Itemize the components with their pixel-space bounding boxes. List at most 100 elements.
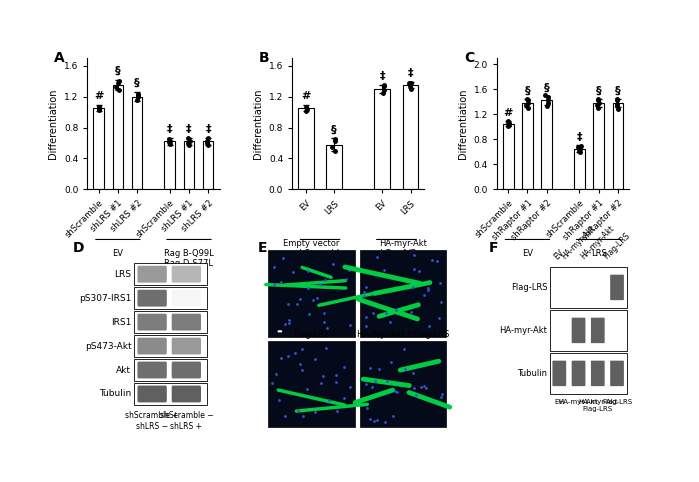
FancyBboxPatch shape [134, 263, 207, 285]
Text: HA-myr-Akt: HA-myr-Akt [499, 326, 547, 335]
Bar [164, 141, 175, 189]
Text: shScramble −: shScramble − [159, 411, 213, 419]
Text: shScramble: shScramble [296, 249, 345, 258]
FancyBboxPatch shape [591, 361, 605, 386]
FancyBboxPatch shape [134, 335, 207, 357]
FancyBboxPatch shape [549, 310, 627, 351]
Text: shScramble +: shScramble + [125, 411, 179, 419]
Text: Rag B-Q99L
Rag D-S77L: Rag B-Q99L Rag D-S77L [164, 249, 214, 268]
Bar [203, 141, 213, 189]
FancyBboxPatch shape [138, 290, 167, 307]
Text: §: § [596, 86, 601, 96]
FancyBboxPatch shape [549, 353, 627, 394]
Text: ‡: ‡ [408, 68, 413, 78]
Text: §: § [544, 83, 549, 93]
FancyBboxPatch shape [134, 287, 207, 309]
Text: ‡: ‡ [206, 124, 211, 134]
Text: pS307-IRS1: pS307-IRS1 [79, 294, 131, 303]
Bar [184, 141, 194, 189]
Bar [132, 96, 143, 189]
Bar [326, 145, 342, 189]
Y-axis label: Differentiation: Differentiation [48, 88, 59, 159]
FancyBboxPatch shape [134, 383, 207, 405]
Text: ‡: ‡ [167, 124, 173, 134]
FancyBboxPatch shape [610, 275, 624, 300]
Bar [375, 89, 390, 189]
FancyBboxPatch shape [138, 266, 167, 282]
Text: HA-myr-Akt: HA-myr-Akt [579, 224, 617, 261]
Text: shRagA/B: shRagA/B [376, 249, 417, 258]
FancyBboxPatch shape [268, 341, 354, 427]
Text: Empty vector: Empty vector [283, 240, 340, 248]
FancyBboxPatch shape [268, 250, 354, 337]
Text: HA-myr-Akt: HA-myr-Akt [560, 224, 597, 261]
FancyBboxPatch shape [172, 337, 201, 354]
FancyBboxPatch shape [549, 267, 627, 308]
Text: A: A [55, 51, 65, 65]
Text: C: C [464, 51, 474, 65]
Text: Tubulin: Tubulin [99, 389, 131, 399]
Text: §: § [331, 124, 337, 134]
FancyBboxPatch shape [572, 361, 585, 386]
Bar [542, 100, 552, 189]
FancyBboxPatch shape [172, 362, 201, 378]
Text: Akt: Akt [116, 365, 131, 375]
Text: #: # [94, 91, 103, 101]
Bar [593, 103, 604, 189]
Text: §: § [525, 85, 531, 95]
Text: EV: EV [522, 249, 533, 258]
Text: HA-myr-Akt / Flag-LRS: HA-myr-Akt / Flag-LRS [357, 330, 449, 339]
Text: Flag-LRS: Flag-LRS [602, 400, 632, 405]
FancyBboxPatch shape [172, 266, 201, 282]
Bar [522, 103, 533, 189]
Text: E: E [257, 241, 267, 255]
Text: LRS: LRS [591, 249, 607, 258]
Text: Flag-LRS: Flag-LRS [294, 330, 330, 339]
Text: HA-myr-Akt
Flag-LRS: HA-myr-Akt Flag-LRS [578, 400, 618, 413]
Bar [298, 108, 314, 189]
Bar [612, 103, 623, 189]
Bar [403, 85, 418, 189]
Text: §: § [134, 78, 140, 88]
FancyBboxPatch shape [138, 362, 167, 378]
Text: ‡: ‡ [577, 132, 582, 142]
Text: LRS: LRS [115, 270, 131, 279]
Text: EV: EV [113, 249, 124, 258]
Text: shLRS +: shLRS + [171, 422, 202, 430]
Text: #: # [301, 91, 310, 101]
Text: #: # [503, 108, 513, 118]
Bar [503, 124, 514, 189]
Text: Flag-LRS: Flag-LRS [602, 231, 632, 261]
Text: EV: EV [555, 400, 564, 405]
FancyBboxPatch shape [172, 314, 201, 331]
Text: HA-myr-Akt: HA-myr-Akt [379, 240, 427, 248]
FancyBboxPatch shape [134, 359, 207, 381]
Text: ‡: ‡ [186, 124, 192, 134]
FancyBboxPatch shape [360, 341, 446, 427]
Text: pS473-Akt: pS473-Akt [85, 342, 131, 350]
Y-axis label: Differentiation: Differentiation [253, 88, 264, 159]
Bar [574, 149, 584, 189]
Text: Flag-LRS: Flag-LRS [511, 283, 547, 292]
FancyBboxPatch shape [610, 361, 624, 386]
Text: D: D [73, 241, 84, 255]
Text: §: § [115, 66, 121, 76]
FancyBboxPatch shape [138, 314, 167, 331]
Text: ‡: ‡ [380, 71, 385, 81]
FancyBboxPatch shape [138, 337, 167, 354]
Text: Tubulin: Tubulin [517, 369, 547, 378]
FancyBboxPatch shape [134, 311, 207, 333]
FancyBboxPatch shape [591, 318, 605, 343]
FancyBboxPatch shape [552, 361, 566, 386]
Bar [113, 85, 123, 189]
Text: §: § [615, 85, 621, 95]
Text: HA-myr-Akt: HA-myr-Akt [559, 400, 598, 405]
FancyBboxPatch shape [172, 386, 201, 402]
Text: EV: EV [553, 248, 566, 261]
Bar [94, 108, 104, 189]
Text: IRS1: IRS1 [111, 318, 131, 327]
Text: B: B [259, 51, 270, 65]
FancyBboxPatch shape [360, 250, 446, 337]
FancyBboxPatch shape [572, 318, 585, 343]
Text: shLRS −: shLRS − [136, 422, 168, 430]
